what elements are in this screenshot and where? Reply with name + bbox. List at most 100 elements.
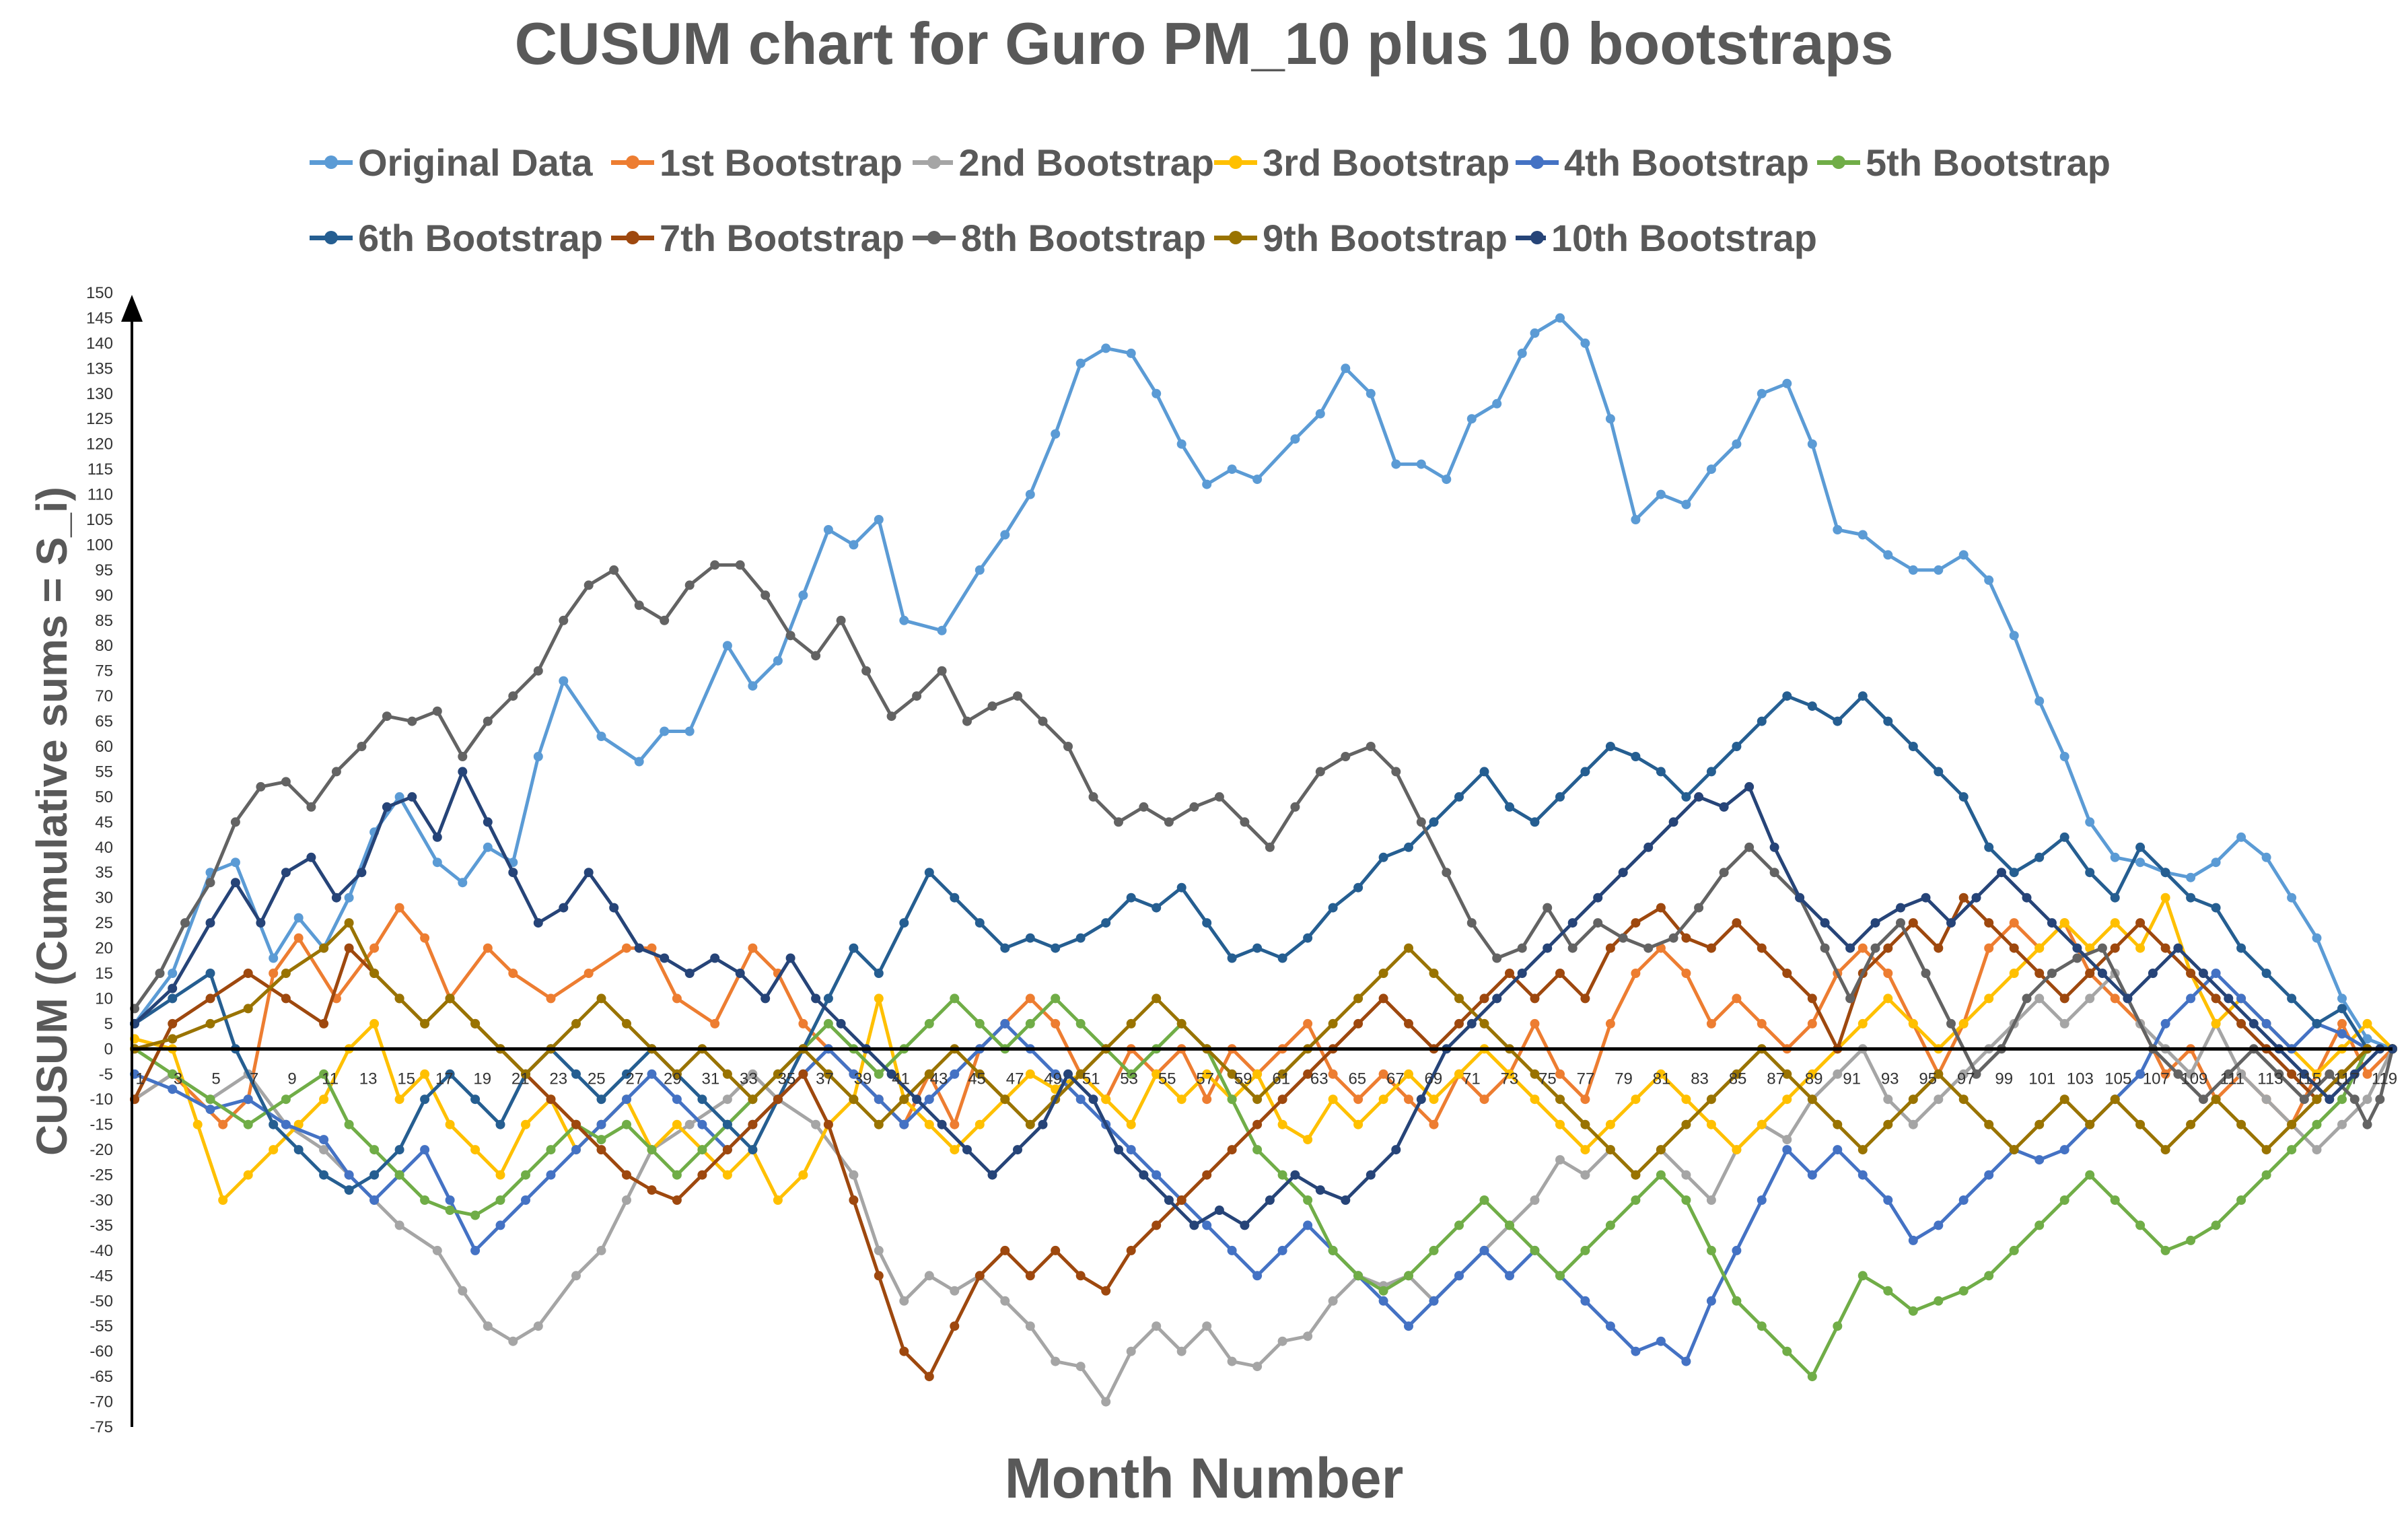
legend-swatch: [1516, 149, 1559, 176]
series-8: [130, 893, 2397, 1382]
data-point: [1744, 781, 1755, 792]
y-tick-label: 35: [95, 864, 113, 882]
data-point: [2110, 1195, 2120, 1205]
data-point: [697, 1170, 707, 1180]
data-point: [1807, 1094, 1817, 1105]
data-point: [672, 1069, 682, 1079]
data-point: [521, 1119, 530, 1129]
legend-item: 5th Bootstrap: [1817, 141, 2119, 184]
data-point: [1883, 1094, 1893, 1105]
data-point: [2236, 943, 2246, 953]
data-point: [1176, 1346, 1187, 1356]
data-point: [2312, 1018, 2322, 1028]
data-point: [2236, 1119, 2246, 1129]
data-point: [622, 943, 631, 953]
data-point: [1000, 1245, 1010, 1255]
data-point: [899, 1094, 909, 1105]
data-point: [975, 1069, 985, 1079]
legend-item: 8th Bootstrap: [913, 216, 1214, 260]
data-point: [394, 1145, 404, 1155]
legend-row-1: Original Data 1st Bootstrap 2nd Bootstrap 3…: [310, 125, 2194, 200]
x-tick-label: 43: [930, 1070, 948, 1088]
data-point: [672, 1195, 682, 1205]
data-point: [2034, 696, 2045, 706]
data-point: [1857, 691, 1868, 701]
data-point: [1000, 1094, 1010, 1105]
data-point: [748, 1069, 758, 1079]
data-point: [2287, 1069, 2297, 1079]
data-point: [924, 868, 934, 878]
series-layer: [130, 313, 2397, 1407]
data-point: [205, 1018, 215, 1028]
data-point: [1807, 1372, 1817, 1382]
data-point: [1694, 792, 1704, 802]
data-point: [394, 993, 404, 1004]
x-tick-label: 83: [1691, 1070, 1709, 1088]
data-point: [647, 1069, 657, 1079]
data-point: [672, 1094, 682, 1105]
data-point: [1303, 933, 1313, 943]
data-point: [975, 1271, 985, 1281]
y-tick-label: 60: [95, 738, 113, 756]
data-point: [1757, 388, 1767, 398]
data-point: [1908, 565, 1918, 575]
data-point: [1820, 943, 1830, 953]
data-point: [1883, 969, 1893, 978]
data-point: [470, 1018, 481, 1028]
data-point: [1328, 1069, 1338, 1079]
data-point: [2160, 1069, 2170, 1079]
data-point: [2375, 1094, 2385, 1105]
data-point: [2349, 1094, 2360, 1105]
data-point: [924, 1271, 934, 1281]
y-tick-label: 105: [86, 511, 113, 529]
data-point: [1681, 1094, 1691, 1105]
data-point: [230, 858, 240, 868]
data-point: [1580, 1145, 1590, 1155]
y-tick-label: 25: [95, 914, 113, 932]
data-point: [2186, 993, 2196, 1004]
data-point: [924, 1094, 934, 1105]
data-point: [962, 716, 972, 726]
data-point: [1416, 1094, 1426, 1105]
data-point: [1290, 1170, 1300, 1180]
x-tick-label: 95: [1919, 1070, 1937, 1088]
data-point: [1152, 1170, 1162, 1180]
data-point: [1605, 414, 1615, 424]
data-point: [975, 918, 985, 928]
data-point: [394, 1170, 404, 1180]
data-point: [168, 983, 178, 993]
data-point: [1202, 1094, 1212, 1105]
data-point: [1391, 767, 1401, 777]
data-point: [1353, 882, 1364, 893]
data-point: [1958, 893, 1969, 903]
data-point: [1719, 868, 1729, 878]
y-tick-label: -70: [90, 1393, 113, 1411]
data-point: [470, 1210, 481, 1220]
data-point: [1807, 1069, 1817, 1079]
data-point: [735, 560, 745, 570]
data-point: [1605, 1321, 1615, 1331]
data-point: [1706, 1119, 1716, 1129]
y-tick-label: 95: [95, 561, 113, 580]
x-tick-label: 35: [778, 1070, 796, 1088]
data-point: [823, 1018, 833, 1028]
data-point: [1328, 1094, 1338, 1105]
data-point: [1227, 1094, 1237, 1105]
data-point: [886, 1069, 896, 1079]
series-line: [134, 971, 2393, 1364]
y-tick-label: -75: [90, 1418, 113, 1436]
x-tick-label: 109: [2181, 1070, 2207, 1088]
data-point: [1075, 1018, 1086, 1028]
y-tick-label: 15: [95, 965, 113, 983]
data-point: [1013, 1145, 1022, 1155]
data-point: [319, 1094, 329, 1105]
y-tick-label: 115: [87, 460, 113, 479]
x-tick-label: 11: [322, 1070, 339, 1088]
data-point: [1744, 842, 1755, 852]
data-point: [2287, 1119, 2297, 1129]
data-point: [924, 1372, 934, 1382]
data-point: [1681, 969, 1691, 978]
data-point: [1984, 1271, 1994, 1281]
data-point: [1681, 1170, 1691, 1180]
x-tick-label: 65: [1348, 1070, 1366, 1088]
